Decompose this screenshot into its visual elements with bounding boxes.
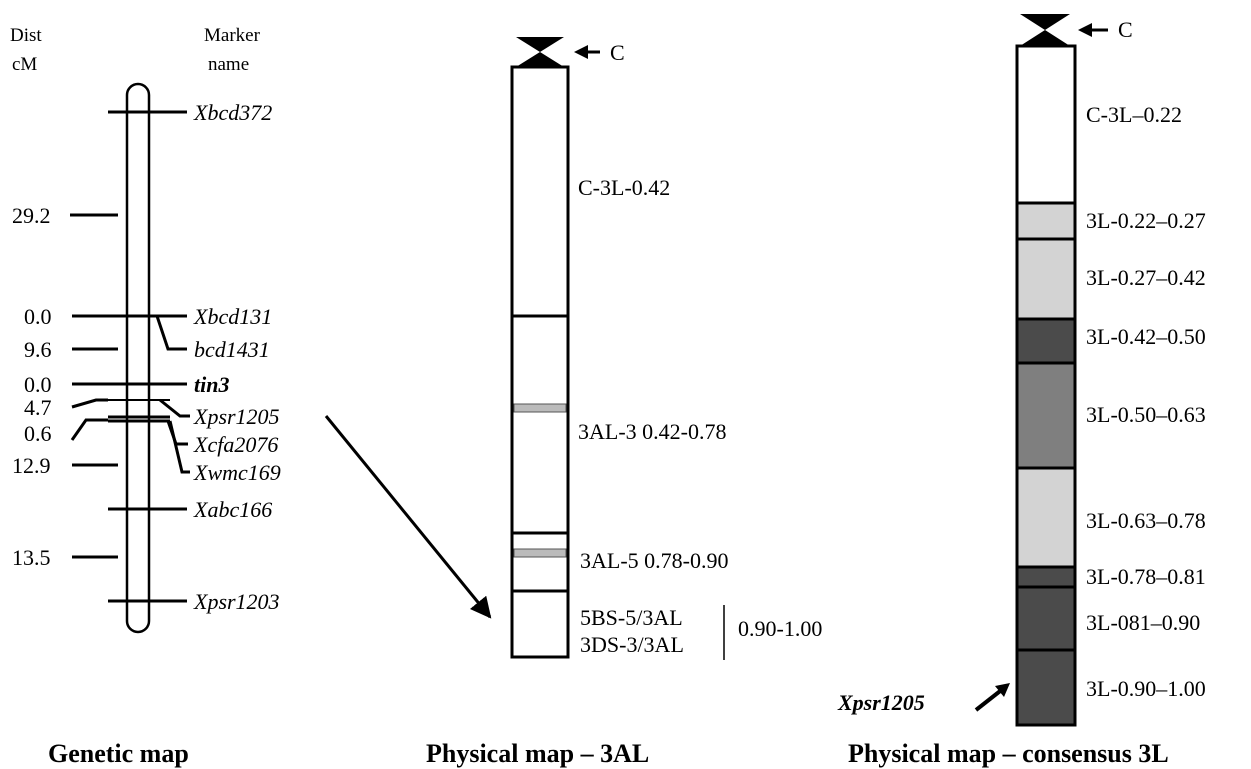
chromosome-bar: [510, 65, 570, 659]
centromere-icon: [516, 37, 564, 67]
marker-connector: [159, 398, 190, 418]
marker-label: Xpsr1205: [193, 404, 280, 429]
breakpoint-band: [513, 548, 567, 558]
marker-label: bcd1431: [194, 337, 270, 362]
consensus-bin: [1015, 466, 1077, 569]
dist-header-1: Dist: [10, 25, 42, 46]
marker-header-1: Marker: [204, 25, 261, 46]
marker-header-2: name: [208, 54, 249, 75]
physical-3al-title: Physical map – 3AL: [426, 739, 649, 768]
consensus-bins: C-3L–0.22 3L-0.22–0.27 3L-0.27–0.42 3L-0.42…: [1015, 44, 1206, 727]
centromere-icon: [1020, 14, 1070, 46]
arrow-head-icon: [1078, 23, 1092, 37]
distance-label: 0.0: [24, 372, 52, 397]
chromosome-outline: [125, 82, 151, 634]
consensus-bin: [1015, 237, 1077, 321]
distance-label: 0.0: [24, 304, 52, 329]
consensus-bin: [1015, 317, 1077, 365]
consensus-bin-label: 3L-0.50–0.63: [1086, 402, 1206, 427]
marker-connector: [168, 420, 190, 474]
consensus-bin: [1015, 361, 1077, 470]
marker-label-highlight: tin3: [194, 372, 229, 397]
consensus-bin-label: 3L-0.78–0.81: [1086, 564, 1206, 589]
marker-label: Xcfa2076: [193, 432, 278, 457]
centromere-label: C: [610, 40, 625, 65]
marker-connector: [155, 315, 187, 351]
marker-lines: [70, 110, 190, 603]
dist-header-2: cM: [12, 54, 37, 75]
bin-label: 3DS-3/3AL: [580, 632, 684, 657]
bin-label: 5BS-5/3AL: [580, 605, 683, 630]
consensus-bin: [1015, 585, 1077, 652]
distance-label: 13.5: [12, 545, 51, 570]
bin-range-label: 0.90-1.00: [738, 616, 822, 641]
link-arrow: [324, 415, 492, 619]
physical-3al-panel: C C-3L-0.42 3AL-3 0.42-0.78 3AL-5 0.78-0…: [426, 37, 822, 768]
bin-boundaries: [512, 314, 568, 593]
genetic-map-title: Genetic map: [48, 739, 189, 768]
bin-label: 3AL-5 0.78-0.90: [580, 548, 728, 573]
marker-connector: [70, 418, 108, 441]
arrow-head-icon: [995, 683, 1010, 697]
distance-label: 12.9: [12, 453, 51, 478]
consensus-bin-label: 3L-0.42–0.50: [1086, 324, 1206, 349]
arrow-head-icon: [574, 45, 588, 59]
distance-label: 4.7: [24, 395, 52, 420]
consensus-bin-label: 3L-0.27–0.42: [1086, 265, 1206, 290]
marker-label: Xpsr1203: [193, 589, 280, 614]
consensus-bin-label: 3L-0.22–0.27: [1086, 208, 1206, 233]
consensus-bin: [1015, 565, 1077, 589]
consensus-bin-label: 3L-0.63–0.78: [1086, 508, 1206, 533]
consensus-title: Physical map – consensus 3L: [848, 739, 1169, 768]
consensus-bin: [1015, 201, 1077, 241]
centromere-label: C: [1118, 17, 1133, 42]
consensus-marker-label: Xpsr1205: [837, 690, 925, 715]
marker-label: Xbcd372: [193, 100, 272, 125]
distance-label: 29.2: [12, 203, 51, 228]
bin-label: C-3L-0.42: [578, 175, 670, 200]
consensus-bin-label: 3L-081–0.90: [1086, 610, 1200, 635]
distance-label: 9.6: [24, 337, 52, 362]
consensus-bin-label: 3L-0.90–1.00: [1086, 676, 1206, 701]
marker-label: Xbcd131: [193, 304, 272, 329]
marker-connector: [71, 398, 108, 409]
distance-label: 0.6: [24, 421, 52, 446]
consensus-bin: [1015, 648, 1077, 727]
consensus-bin-label: C-3L–0.22: [1086, 102, 1182, 127]
consensus-panel: C C-3L–0.22 3L-0.22–0.27 3L-0.27–0.42 3L-0.…: [837, 14, 1206, 768]
marker-arrow: [974, 686, 1006, 712]
marker-label: Xwmc169: [193, 460, 281, 485]
bin-label: 3AL-3 0.42-0.78: [578, 419, 726, 444]
genetic-map-panel: Dist cM Marker name 29.: [10, 25, 281, 768]
consensus-bin: [1015, 44, 1077, 205]
breakpoint-band: [513, 403, 567, 413]
marker-label: Xabc166: [193, 497, 272, 522]
